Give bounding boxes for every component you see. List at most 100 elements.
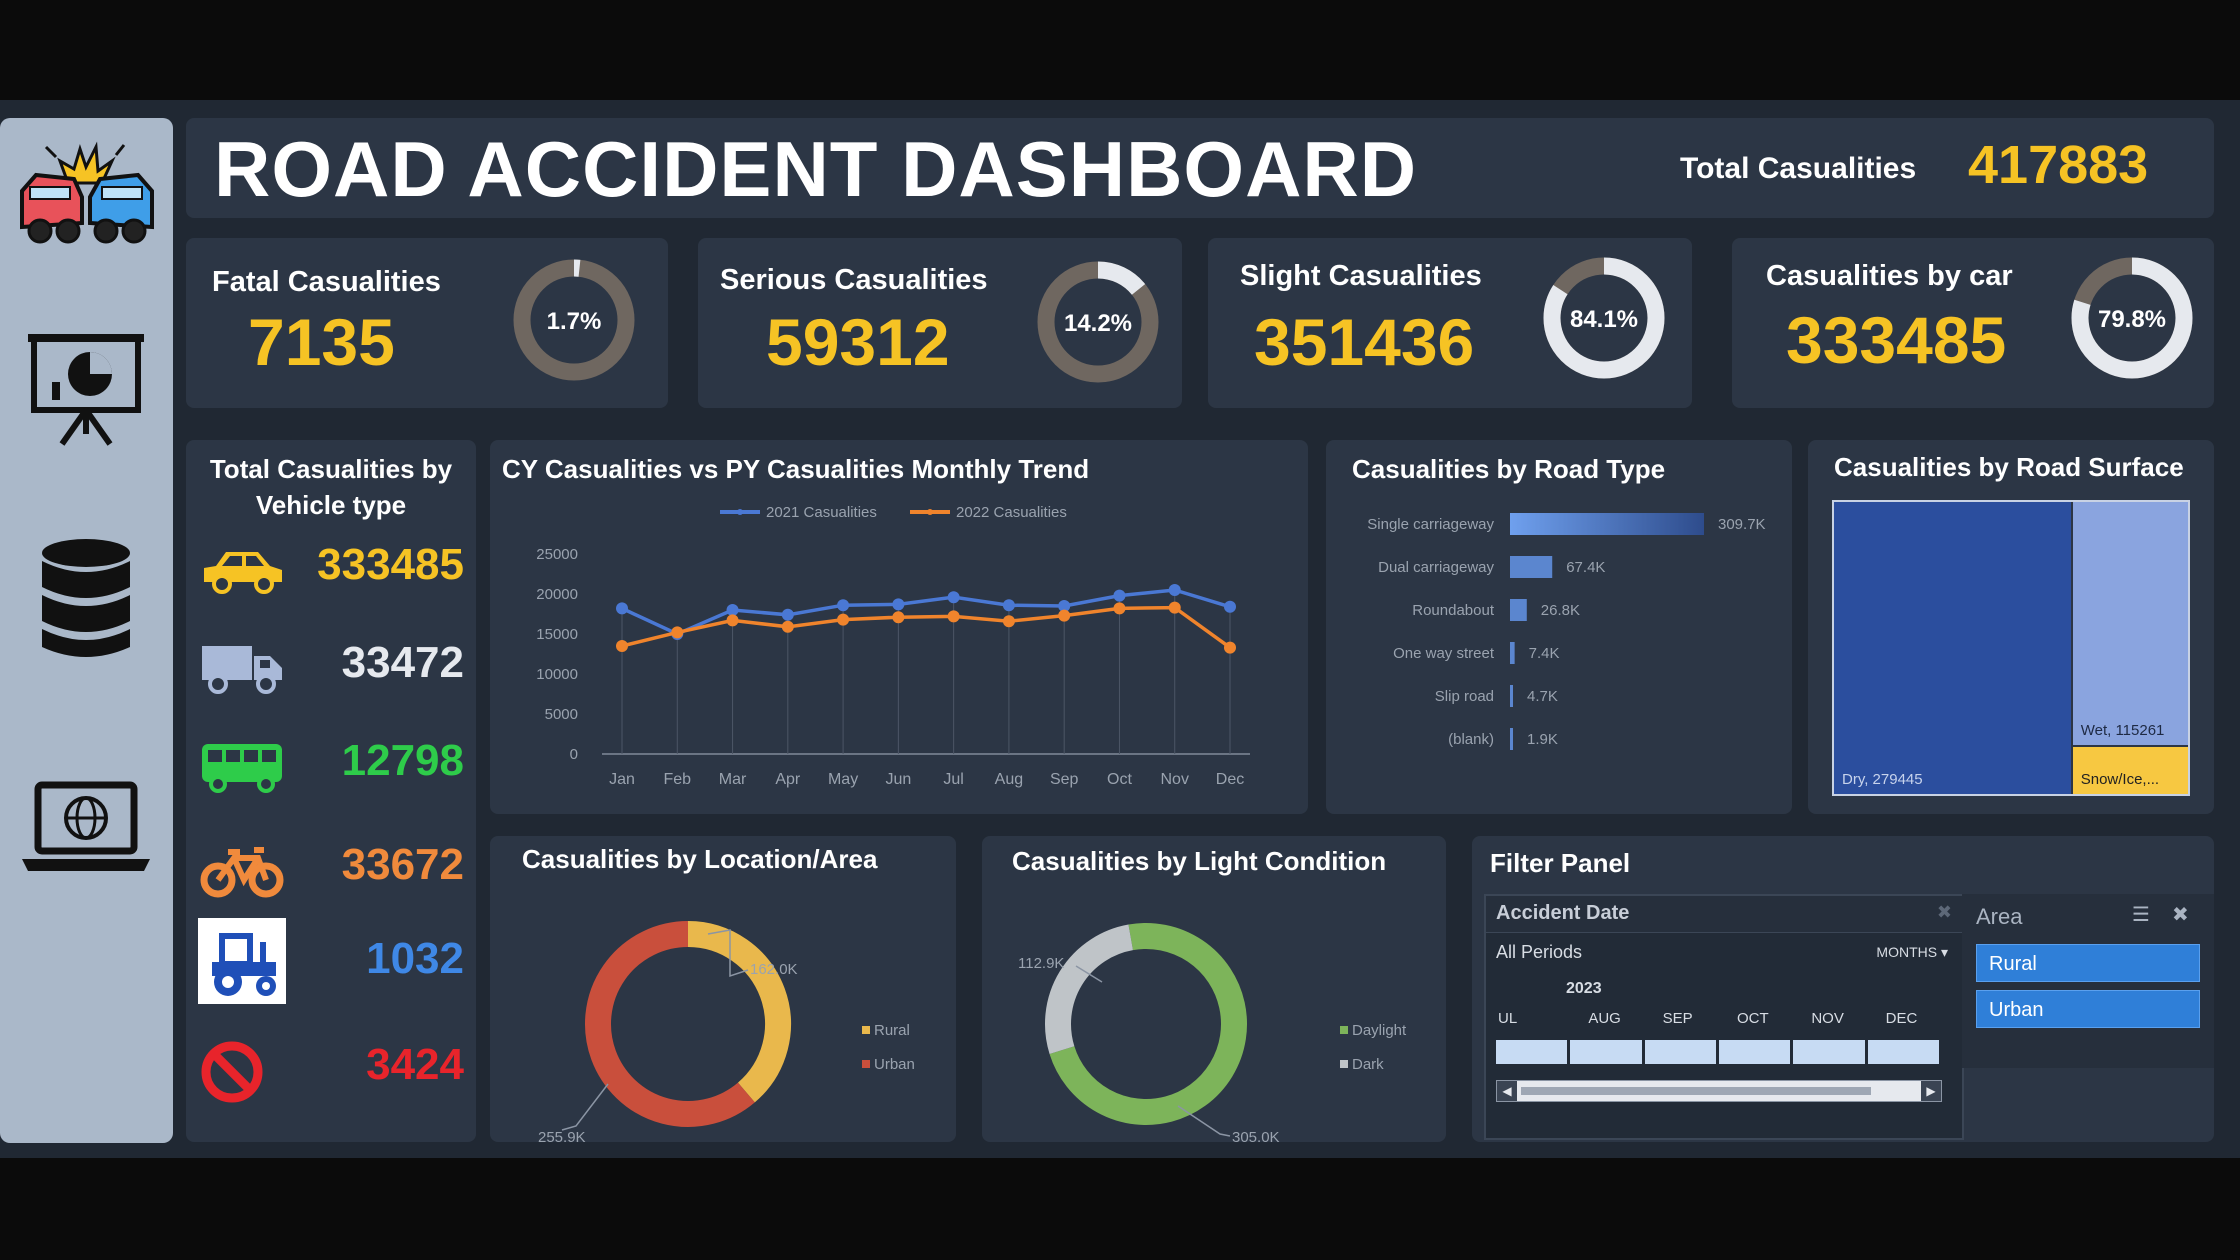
scroll-thumb[interactable] xyxy=(1521,1087,1871,1095)
granularity-select[interactable]: MONTHS ▾ xyxy=(1876,944,1948,961)
x-tick-label: Oct xyxy=(1107,771,1132,788)
data-point xyxy=(671,626,684,639)
month-tile[interactable] xyxy=(1793,1040,1865,1064)
area-option-urban[interactable]: Urban xyxy=(1976,990,2200,1028)
donut-slice xyxy=(1049,923,1247,1125)
legend-label: 2022 Casualities xyxy=(956,504,1067,521)
x-tick-label: Apr xyxy=(775,771,801,788)
vehicle-row-van: 33472 xyxy=(186,628,476,708)
month-tile[interactable] xyxy=(1867,1040,1939,1064)
month-tile[interactable] xyxy=(1719,1040,1791,1064)
vehicle-row-bus: 12798 xyxy=(186,726,476,806)
treemap-tile: Dry, 279445 xyxy=(1834,502,2071,794)
legend-swatch xyxy=(862,1026,870,1034)
vehicle-row-other: 3424 xyxy=(186,1030,476,1110)
bar-value-label: 1.9K xyxy=(1527,731,1558,748)
series-line xyxy=(621,605,1232,650)
vehicle-panel-title-line1: Total Casualities by xyxy=(209,454,453,484)
data-point xyxy=(892,611,905,624)
kpi-ring-arc xyxy=(1543,257,1665,379)
vehicle-value: 333485 xyxy=(317,540,464,589)
month-label: UL xyxy=(1498,1010,1518,1027)
kpi-label: Casualities by car xyxy=(1766,260,2013,292)
period-label: All Periods xyxy=(1496,942,1583,962)
timeline-scrollbar[interactable]: ◀ ▶ xyxy=(1496,1080,1942,1102)
leader-line xyxy=(707,929,749,978)
car-crash-icon[interactable] xyxy=(16,122,156,262)
presentation-chart-icon[interactable] xyxy=(16,318,156,458)
clear-filter-icon[interactable]: ✖ xyxy=(1936,902,1952,922)
laptop-globe-icon[interactable] xyxy=(16,758,156,898)
filter-panel: Filter Panel Accident Date ✖ All Periods… xyxy=(1472,836,2214,1142)
road-type-chart: Single carriageway 309.7K Dual carriageway… xyxy=(1367,513,1766,750)
data-point xyxy=(1224,641,1236,654)
area-slicer-label: Area xyxy=(1976,904,2023,929)
kpi-card-slight: Slight Casualities 351436 84.1% xyxy=(1208,238,1692,408)
category-label: (blank) xyxy=(1448,731,1494,748)
bar xyxy=(1510,728,1513,750)
month-label: AUG xyxy=(1588,1010,1621,1027)
bar-value-label: 4.7K xyxy=(1527,688,1558,705)
road-surface-title: Casualities by Road Surface xyxy=(1834,452,2184,482)
granularity-value: MONTHS xyxy=(1876,944,1938,960)
vehicle-value: 12798 xyxy=(341,736,464,785)
kpi-card-car: Casualities by car 333485 79.8% xyxy=(1732,238,2214,408)
light-condition-panel: Casualities by Light Condition 305.0K 112… xyxy=(982,836,1446,1142)
x-tick-label: Feb xyxy=(663,771,691,788)
data-point xyxy=(892,598,905,611)
month-label: SEP xyxy=(1662,1010,1693,1027)
multi-select-icon[interactable]: ☰ xyxy=(2132,904,2150,926)
donut-slice xyxy=(585,921,755,1127)
clear-filter-icon[interactable]: ✖ xyxy=(2172,904,2189,926)
total-casualties-label: Total Casualities xyxy=(1680,152,1917,185)
van-icon xyxy=(202,646,282,694)
kpi-ring: 79.8% xyxy=(2071,257,2193,379)
date-slicer-label: Accident Date xyxy=(1496,902,1630,924)
month-tile[interactable] xyxy=(1644,1040,1716,1064)
kpi-ring: 84.1% xyxy=(1543,257,1665,379)
slice-value-label: 255.9K xyxy=(538,1129,586,1142)
chevron-down-icon: ▾ xyxy=(1940,944,1948,960)
category-label: Roundabout xyxy=(1412,602,1495,619)
data-point xyxy=(1168,584,1181,596)
filter-title: Filter Panel xyxy=(1490,848,1631,878)
vehicle-row-bike: 33672 xyxy=(186,830,476,910)
x-tick-label: Jan xyxy=(609,771,635,788)
x-tick-label: Dec xyxy=(1216,771,1244,788)
data-point xyxy=(781,620,794,633)
bar xyxy=(1510,556,1553,578)
scroll-right-arrow-icon[interactable]: ▶ xyxy=(1921,1081,1941,1101)
location-panel: Casualities by Location/Area 162.0K 255.9… xyxy=(490,836,956,1142)
database-icon[interactable] xyxy=(16,530,156,670)
legend-label: Rural xyxy=(874,1022,910,1039)
legend-swatch xyxy=(1340,1060,1348,1068)
month-label: DEC xyxy=(1885,1010,1918,1027)
bar xyxy=(1510,642,1515,664)
data-point xyxy=(1168,601,1181,614)
x-tick-label: May xyxy=(828,771,858,788)
leader-line xyxy=(1177,1105,1231,1137)
legend-swatch xyxy=(862,1060,870,1068)
treemap-tile: Wet, 115261 xyxy=(2072,502,2188,746)
bus-icon xyxy=(202,744,282,793)
location-title: Casualities by Location/Area xyxy=(522,844,878,874)
treemap-label: Snow/Ice,... xyxy=(2080,770,2160,788)
header-panel: ROAD ACCIDENT DASHBOARD Total Casualitie… xyxy=(186,118,2214,218)
data-point xyxy=(616,640,628,652)
category-label: Single carriageway xyxy=(1367,516,1494,533)
vehicle-panel-title-line2: Vehicle type xyxy=(255,490,407,520)
road-type-panel: Casualities by Road Type Single carriage… xyxy=(1326,440,1792,814)
vehicle-row-tractor: 1032 xyxy=(186,916,476,1008)
kpi-ring: 1.7% xyxy=(513,259,635,381)
leader-line xyxy=(1075,965,1103,983)
y-tick-label: 25000 xyxy=(536,546,578,563)
scroll-left-arrow-icon[interactable]: ◀ xyxy=(1497,1081,1517,1101)
area-option-rural[interactable]: Rural xyxy=(1976,944,2200,982)
legend-label: 2021 Casualities xyxy=(766,504,877,521)
leader-line xyxy=(561,1083,609,1131)
legend-label: Dark xyxy=(1352,1056,1384,1073)
light-title: Casualities by Light Condition xyxy=(1012,846,1387,876)
kpi-percent: 14.2% xyxy=(1064,310,1132,337)
month-tile[interactable] xyxy=(1496,1040,1568,1064)
month-tile[interactable] xyxy=(1570,1040,1642,1064)
